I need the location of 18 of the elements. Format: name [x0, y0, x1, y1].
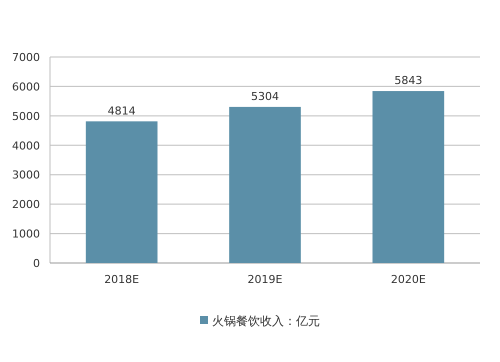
y-tick-label: 7000 — [12, 51, 40, 64]
y-tick-label: 3000 — [12, 168, 40, 182]
y-tick-label: 4000 — [12, 139, 40, 152]
data-label: 4814 — [108, 104, 136, 118]
y-tick-label: 0 — [33, 257, 40, 270]
x-tick-label: 2019E — [248, 273, 283, 286]
y-tick-label: 5000 — [12, 110, 40, 123]
data-label: 5843 — [394, 74, 422, 88]
bar — [372, 91, 444, 263]
y-tick-label: 6000 — [12, 80, 40, 94]
bar — [86, 121, 158, 263]
x-tick-label: 2020E — [390, 273, 426, 286]
legend-label: 火锅餐饮收入：亿元 — [212, 314, 320, 328]
y-tick-label: 1000 — [12, 228, 40, 241]
data-label: 5304 — [251, 90, 279, 103]
y-tick-label: 2000 — [12, 198, 40, 212]
bar — [229, 106, 301, 263]
x-tick-label: 2018E — [104, 273, 140, 286]
